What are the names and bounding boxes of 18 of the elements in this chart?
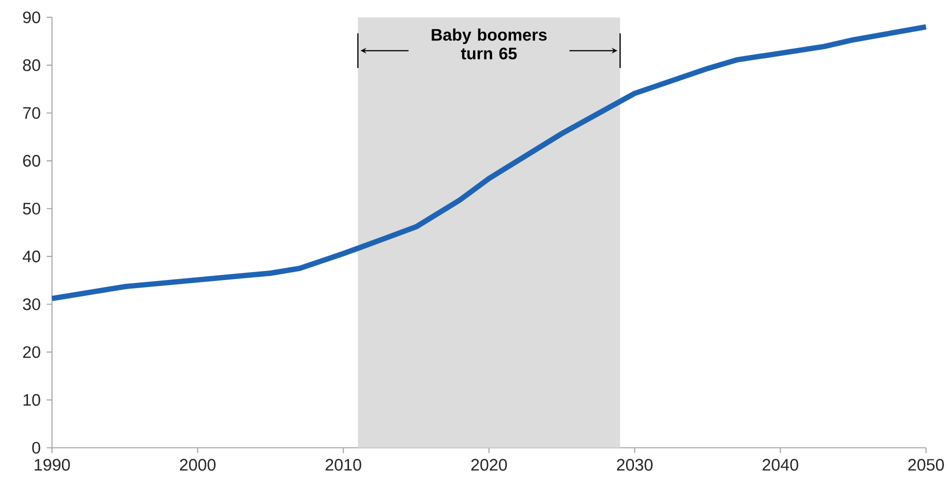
x-tick-label: 2030 bbox=[616, 458, 653, 471]
x-tick-label: 1990 bbox=[34, 458, 70, 471]
y-tick-label: 90 bbox=[23, 11, 40, 24]
x-tick-label: 2040 bbox=[762, 458, 798, 471]
y-tick-label: 0 bbox=[32, 442, 40, 454]
band-label: Baby boomers turn 65 bbox=[432, 28, 547, 60]
y-tick-label: 10 bbox=[24, 394, 40, 406]
y-tick-label: 20 bbox=[23, 346, 40, 358]
y-tick-label: 70 bbox=[23, 107, 40, 119]
x-tick-label: 2010 bbox=[326, 458, 362, 471]
x-tick-label: 2000 bbox=[180, 458, 216, 471]
y-tick-label: 60 bbox=[23, 154, 40, 167]
x-tick-label: 2020 bbox=[471, 458, 507, 471]
y-tick-label: 80 bbox=[23, 59, 40, 72]
y-tick-label: 30 bbox=[22, 298, 40, 310]
y-tick-label: 40 bbox=[22, 250, 40, 262]
x-tick-label: 2050 bbox=[908, 458, 944, 471]
y-tick-label: 50 bbox=[22, 202, 40, 215]
